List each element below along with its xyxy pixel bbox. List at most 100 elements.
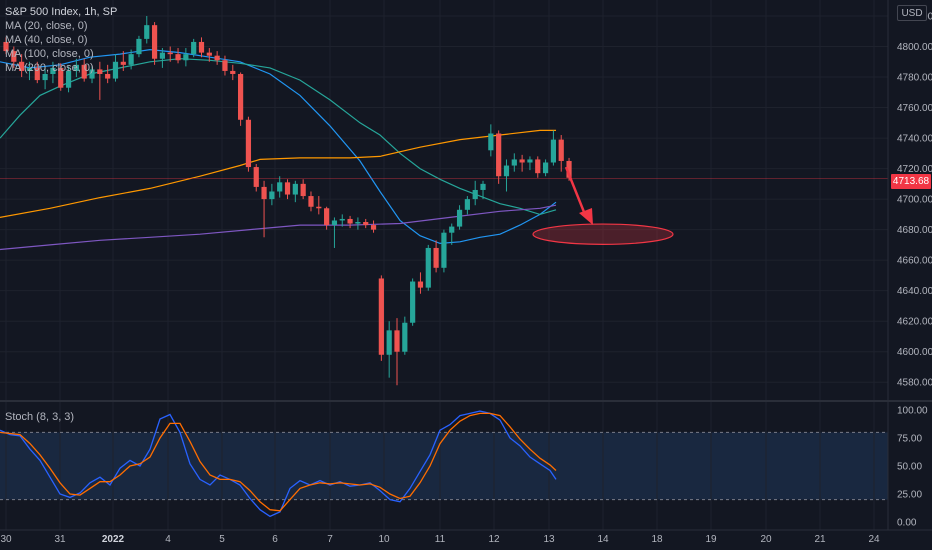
candle-body xyxy=(347,218,353,224)
candle-body xyxy=(417,281,424,288)
candle-body xyxy=(284,182,291,195)
candle-body xyxy=(449,226,455,233)
candle-body xyxy=(425,247,431,288)
candle-body xyxy=(151,25,158,59)
candle-body xyxy=(331,220,338,226)
time-tick-label: 4 xyxy=(165,534,171,545)
time-tick-label: 19 xyxy=(705,534,717,545)
candle-body xyxy=(112,61,119,79)
ma20-legend[interactable]: MA (20, close, 0) xyxy=(5,20,88,32)
candle-body xyxy=(58,67,64,88)
candle-body xyxy=(535,159,541,174)
time-tick-label: 5 xyxy=(219,534,225,545)
candle-body xyxy=(105,73,111,79)
stoch-band-fill xyxy=(0,432,888,500)
candle-body xyxy=(89,69,95,79)
time-tick-label: 31 xyxy=(54,534,66,545)
candle-body xyxy=(566,160,572,178)
ma40-legend[interactable]: MA (40, close, 0) xyxy=(5,34,88,46)
symbol-title[interactable]: S&P 500 Index, 1h, SP xyxy=(5,6,118,18)
candle-body xyxy=(480,183,486,190)
ma-line xyxy=(0,129,556,218)
candle-body xyxy=(191,41,197,55)
candle-body xyxy=(136,38,142,55)
time-tick-label: 13 xyxy=(543,534,555,545)
time-tick-label: 24 xyxy=(868,534,880,545)
price-tick-label: 4680.00 xyxy=(897,225,932,236)
candle-body xyxy=(300,183,306,197)
stoch-legend[interactable]: Stoch (8, 3, 3) xyxy=(5,411,75,423)
candle-body xyxy=(511,159,517,166)
price-tick-label: 4720.00 xyxy=(897,164,932,175)
arrow-shaft xyxy=(564,166,588,218)
time-tick-label: 10 xyxy=(378,534,390,545)
candle-body xyxy=(42,73,48,81)
time-tick-label: 14 xyxy=(597,534,609,545)
time-tick-label: 20 xyxy=(760,534,772,545)
candle-body xyxy=(496,133,502,177)
candle-body xyxy=(50,67,56,74)
stoch-tick-label: 100.00 xyxy=(897,406,928,417)
candle-body xyxy=(26,67,33,71)
candle-body xyxy=(527,159,533,163)
candle-body xyxy=(65,70,72,88)
time-tick-label: 21 xyxy=(814,534,826,545)
candle-body xyxy=(456,209,463,227)
candle-body xyxy=(542,162,549,174)
candle-body xyxy=(441,232,447,268)
candle-body xyxy=(128,54,134,65)
candle-body xyxy=(550,139,556,163)
price-tick-label: 4800.00 xyxy=(897,42,932,53)
last-price-label: 4713.68 xyxy=(891,174,931,189)
candle-body xyxy=(308,196,314,207)
candle-body xyxy=(253,167,259,187)
stoch-tick-label: 75.00 xyxy=(897,434,922,445)
candle-body xyxy=(19,61,25,71)
candle-body xyxy=(402,322,408,352)
candle-body xyxy=(519,159,525,163)
candle-body xyxy=(230,70,236,74)
candle-body xyxy=(261,186,267,200)
price-tick-label: 4620.00 xyxy=(897,317,932,328)
candle-body xyxy=(370,225,377,230)
stoch-band xyxy=(0,432,888,500)
candle-body xyxy=(183,54,189,61)
candle-body xyxy=(206,52,212,56)
drawings[interactable] xyxy=(532,166,674,245)
stoch-tick-label: 0.00 xyxy=(897,518,917,529)
candle-body xyxy=(198,41,205,53)
candle-body xyxy=(120,61,126,65)
candle-body xyxy=(488,133,494,151)
candle-body xyxy=(410,281,416,323)
ma-line xyxy=(0,204,557,251)
stoch-line xyxy=(0,412,557,512)
candle-body xyxy=(339,218,345,221)
stoch-lines xyxy=(0,410,557,518)
candle-body xyxy=(11,51,17,62)
candle-body xyxy=(433,247,439,268)
price-tick-label: 4760.00 xyxy=(897,103,932,114)
candle-body xyxy=(167,52,173,55)
ma200-legend[interactable]: MA (200, close, 0) xyxy=(5,62,94,74)
candle-body xyxy=(269,191,275,200)
candle-body xyxy=(324,208,330,226)
candle-body xyxy=(73,64,79,71)
candle-body xyxy=(363,222,369,226)
candles xyxy=(3,16,572,386)
arrow-head xyxy=(579,208,593,226)
time-tick-label: 6 xyxy=(272,534,278,545)
candle-body xyxy=(222,60,228,71)
time-tick-label: 2022 xyxy=(102,534,125,545)
candle-body xyxy=(144,25,150,39)
currency-badge[interactable]: USD xyxy=(897,5,927,21)
candle-body xyxy=(214,55,220,61)
candle-body xyxy=(238,73,244,120)
ma-line xyxy=(0,48,557,245)
candle-body xyxy=(394,330,400,352)
stoch-line xyxy=(0,410,557,518)
candle-body xyxy=(175,54,181,61)
ma100-legend[interactable]: MA (100, close, 0) xyxy=(5,48,94,60)
candle-body xyxy=(159,52,165,59)
time-tick-label: 7 xyxy=(327,534,333,545)
